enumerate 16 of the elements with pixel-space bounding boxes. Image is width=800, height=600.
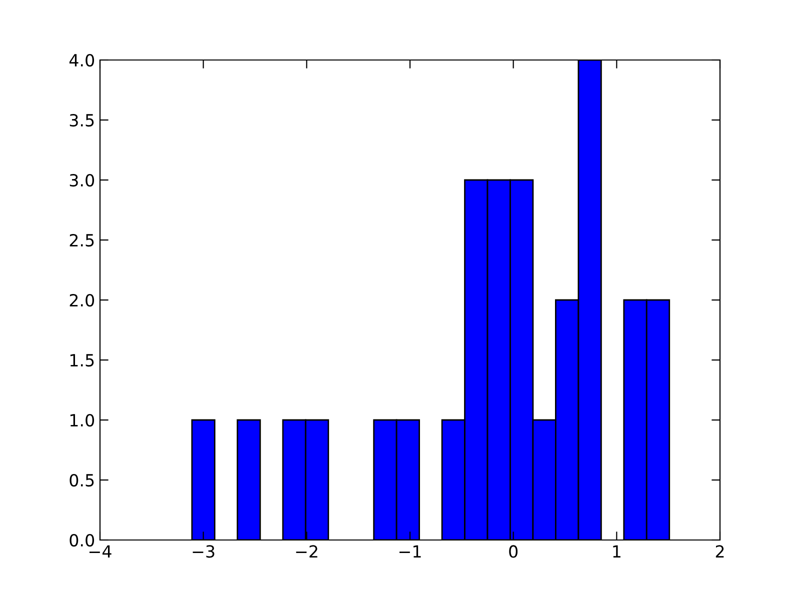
y-tick-label: 3.0 <box>70 174 94 187</box>
y-tick-label: 4.0 <box>69 54 94 67</box>
x-tick-label: −1 <box>399 545 421 558</box>
x-tick-label: −2 <box>296 545 318 558</box>
x-tick-label: −3 <box>192 545 214 558</box>
y-tick-label: 1.0 <box>70 414 94 427</box>
y-tick-label: 2.5 <box>70 234 94 247</box>
x-tick-label: 0 <box>509 545 518 558</box>
y-tick-label: 0.0 <box>70 534 94 547</box>
y-tick-label: 2.0 <box>70 294 94 307</box>
x-tick-label: −4 <box>89 545 112 558</box>
x-tick-label: 2 <box>716 545 724 558</box>
y-tick-label: 3.5 <box>70 114 94 127</box>
x-tick-label: 1 <box>613 545 620 558</box>
y-tick-label: 1.5 <box>70 354 94 367</box>
y-tick-label: 0.5 <box>70 474 94 487</box>
